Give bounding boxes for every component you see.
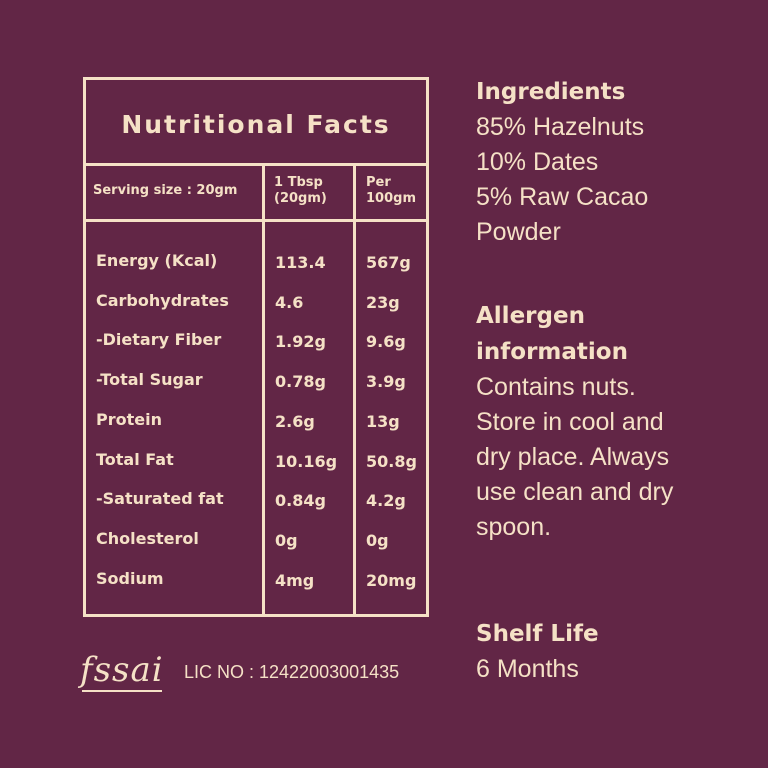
ingredient-line: Powder — [476, 218, 561, 246]
column-divider — [262, 163, 265, 614]
nutrient-value-tbsp: 0.78g — [275, 372, 326, 391]
nutrient-value-per100: 50.8g — [366, 452, 417, 471]
nutrient-value-per100: 4.2g — [366, 491, 406, 510]
nutrient-value-tbsp: 1.92g — [275, 332, 326, 351]
license-number: LIC NO : 12422003001435 — [184, 662, 400, 682]
nutrient-label: Energy (Kcal) — [96, 251, 218, 270]
fssai-logo-underline — [82, 690, 162, 692]
ingredients-heading: Ingredients — [476, 79, 626, 105]
nutrient-value-tbsp: 113.4 — [275, 253, 326, 272]
shelf-life-heading: Shelf Life — [476, 621, 599, 647]
allergen-line: use clean and dry — [476, 478, 674, 506]
nutrient-label: -Total Sugar — [96, 370, 203, 389]
allergen-line: Store in cool and — [476, 408, 664, 436]
ingredient-line: 5% Raw Cacao — [476, 183, 649, 211]
per100-header-line1: Per — [366, 175, 391, 190]
table-divider — [86, 163, 426, 166]
nutrient-label: Protein — [96, 410, 162, 429]
nutrient-label: Cholesterol — [96, 529, 199, 548]
shelf-life-value: 6 Months — [476, 655, 579, 683]
allergen-line: spoon. — [476, 513, 552, 541]
nutrient-value-per100: 567g — [366, 253, 411, 272]
nutrient-label: Carbohydrates — [96, 291, 229, 310]
nutrition-title: Nutritional Facts — [121, 110, 391, 139]
nutrient-value-tbsp: 2.6g — [275, 412, 315, 431]
allergen-line: Contains nuts. — [476, 373, 636, 401]
nutrition-facts-table: Nutritional Facts Serving size : 20gm 1 … — [83, 77, 429, 617]
nutrient-value-per100: 23g — [366, 293, 400, 312]
allergen-heading-line1: Allergen — [476, 303, 585, 329]
nutrient-value-tbsp: 0g — [275, 531, 298, 550]
nutrient-value-tbsp: 4.6 — [275, 293, 304, 312]
nutrient-value-tbsp: 10.16g — [275, 452, 338, 471]
nutrient-label: Sodium — [96, 569, 164, 588]
tbsp-header-line2: (20gm) — [274, 191, 327, 206]
nutrient-value-per100: 20mg — [366, 571, 417, 590]
nutrient-value-tbsp: 0.84g — [275, 491, 326, 510]
tbsp-header: 1 Tbsp (20gm) — [274, 175, 327, 207]
tbsp-header-line1: 1 Tbsp — [274, 175, 323, 190]
nutrient-value-per100: 0g — [366, 531, 389, 550]
per100-header: Per 100gm — [366, 175, 416, 207]
allergen-section: Allergen information Contains nuts. Stor… — [476, 298, 746, 545]
ingredient-line: 85% Hazelnuts — [476, 113, 645, 141]
table-divider — [86, 219, 426, 222]
allergen-heading-line2: information — [476, 339, 628, 365]
nutrient-label: Total Fat — [96, 450, 174, 469]
serving-size-label: Serving size : 20gm — [93, 183, 238, 198]
nutrient-value-per100: 9.6g — [366, 332, 406, 351]
nutrient-value-per100: 3.9g — [366, 372, 406, 391]
nutrient-value-per100: 13g — [366, 412, 400, 431]
nutrient-value-tbsp: 4mg — [275, 571, 315, 590]
ingredient-line: 10% Dates — [476, 148, 599, 176]
fssai-logo: fssai — [80, 650, 164, 690]
column-divider — [353, 163, 356, 614]
allergen-line: dry place. Always — [476, 443, 670, 471]
ingredients-section: Ingredients 85% Hazelnuts 10% Dates 5% R… — [476, 74, 746, 250]
nutrient-label: -Saturated fat — [96, 489, 224, 508]
shelf-life-section: Shelf Life 6 Months — [476, 616, 746, 687]
nutrient-label: -Dietary Fiber — [96, 330, 222, 349]
per100-header-line2: 100gm — [366, 191, 416, 206]
